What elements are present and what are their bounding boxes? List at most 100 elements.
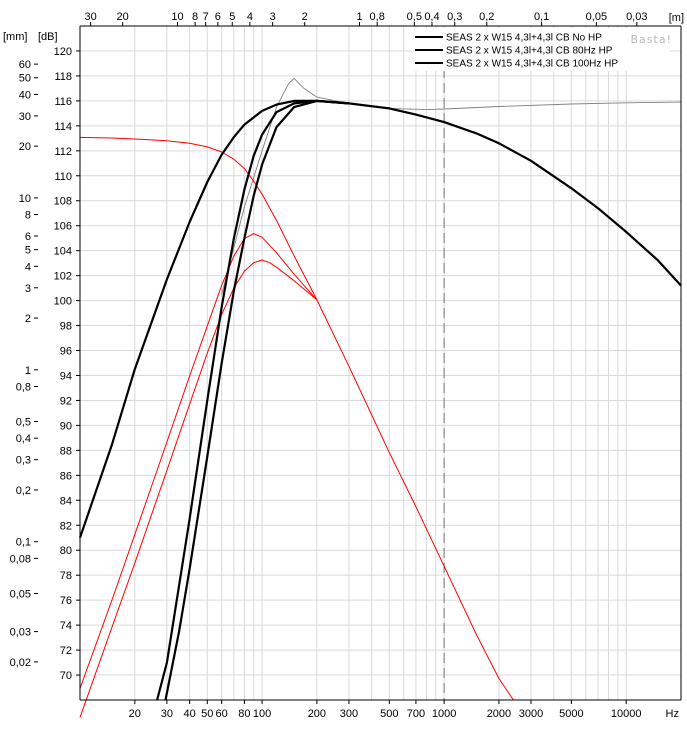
mm-tick-label: 4 [25, 261, 31, 273]
mm-tick-label: 0,05 [10, 588, 31, 600]
mm-tick-label: 3 [25, 283, 31, 295]
db-tick-label: 84 [60, 495, 72, 507]
db-tick-label: 118 [54, 71, 72, 83]
db-tick-label: 94 [60, 370, 72, 382]
db-tick-label: 114 [54, 121, 72, 133]
mm-tick-label: 0,4 [16, 433, 31, 445]
mm-tick-label: 40 [19, 89, 31, 101]
mm-tick-label: 0,08 [10, 553, 31, 565]
db-tick-label: 78 [60, 570, 72, 582]
x-tick-label: 2000 [487, 708, 511, 720]
db-tick-label: 76 [60, 595, 72, 607]
mm-tick-label: 30 [19, 111, 31, 123]
db-tick-label: 86 [60, 470, 72, 482]
x-tick-label: 500 [380, 708, 398, 720]
db-unit-label: [dB] [38, 31, 58, 43]
top-tick-label: 10 [171, 11, 183, 23]
top-tick-label: 8 [192, 11, 198, 23]
top-tick-label: 20 [117, 11, 129, 23]
mm-tick-label: 10 [19, 193, 31, 205]
db-tick-label: 100 [54, 296, 72, 308]
db-tick-label: 96 [60, 346, 72, 358]
legend-entry: SEAS 2 x W15 4,3l+4,3l CB No HP [446, 33, 602, 44]
legend: SEAS 2 x W15 4,3l+4,3l CB No HP SEAS 2 x … [412, 28, 670, 71]
mm-tick-label: 0,02 [10, 657, 31, 669]
x-tick-label: 50 [201, 708, 213, 720]
legend-box [412, 28, 670, 71]
mm-tick-label: 20 [19, 141, 31, 153]
db-tick-label: 102 [54, 271, 72, 283]
db-tick-label: 110 [54, 171, 72, 183]
tick-labels: 20 30 40 50 60 80 100 200 300 500 700 1000 2000 3000 5… [3, 11, 684, 720]
x-tick-label: 300 [340, 708, 358, 720]
x-tick-label: 700 [407, 708, 425, 720]
x-tick-label: 10000 [611, 708, 642, 720]
top-tick-label: 1 [356, 11, 362, 23]
plot-frame [79, 25, 682, 701]
top-tick-label: 4 [247, 11, 253, 23]
db-tick-label: 90 [60, 420, 72, 432]
legend-entry: SEAS 2 x W15 4,3l+4,3l CB 80Hz HP [446, 46, 613, 57]
top-tick-label: 0,1 [534, 11, 549, 23]
db-tick-label: 82 [60, 520, 72, 532]
x-tick-label: 30 [161, 708, 173, 720]
top-tick-label: 0,5 [407, 11, 422, 23]
db-tick-label: 116 [54, 96, 72, 108]
x-tick-label: 60 [216, 708, 228, 720]
mm-tick-label: 8 [25, 210, 31, 222]
grid [79, 26, 682, 700]
mm-tick-label: 0,03 [10, 627, 31, 639]
mm-tick-label: 60 [19, 59, 31, 71]
db-tick-label: 80 [60, 545, 72, 557]
top-tick-label: 0,8 [370, 11, 385, 23]
top-tick-label: 0,05 [586, 11, 607, 23]
x-tick-label: 40 [183, 708, 195, 720]
x-tick-label: 1000 [432, 708, 456, 720]
db-tick-label: 74 [60, 620, 72, 632]
top-tick-label: 0,03 [626, 11, 647, 23]
legend-entry: SEAS 2 x W15 4,3l+4,3l CB 100Hz HP [446, 59, 618, 70]
db-tick-label: 70 [60, 670, 72, 682]
db-tick-label: 92 [60, 395, 72, 407]
db-tick-label: 120 [54, 46, 72, 58]
x-tick-label: 100 [253, 708, 271, 720]
x-tick-label: 200 [308, 708, 326, 720]
top-tick-label: 0,2 [479, 11, 494, 23]
x-tick-label: 80 [238, 708, 250, 720]
x-tick-label: 3000 [519, 708, 543, 720]
top-tick-label: 2 [302, 11, 308, 23]
top-tick-label: 7 [203, 11, 209, 23]
watermark: Basta! [631, 33, 672, 46]
mm-tick-label: 5 [25, 245, 31, 257]
x-unit-label: Hz [666, 708, 679, 720]
mm-tick-label: 0,3 [16, 455, 31, 467]
mm-tick-label: 0,8 [16, 381, 31, 393]
curves [78, 77, 682, 718]
spl-curve [164, 99, 349, 701]
top-unit-label: [m] [669, 12, 684, 24]
mm-tick-label: 2 [25, 313, 31, 325]
spl-curve [156, 99, 349, 701]
mm-tick-label: 6 [25, 231, 31, 243]
excursion-curve [79, 136, 514, 701]
top-tick-label: 5 [229, 11, 235, 23]
mm-tick-label: 0,5 [16, 417, 31, 429]
top-tick-label: 0,3 [447, 11, 462, 23]
db-tick-label: 104 [54, 246, 72, 258]
db-tick-label: 98 [60, 321, 72, 333]
mm-tick-label: 50 [19, 73, 31, 85]
mm-tick-label: 0,2 [16, 485, 31, 497]
top-tick-label: 3 [270, 11, 276, 23]
x-tick-label: 20 [129, 708, 141, 720]
reference-spl-curve [221, 77, 682, 295]
top-tick-label: 30 [84, 11, 96, 23]
db-tick-label: 88 [60, 445, 72, 457]
db-tick-label: 72 [60, 645, 72, 657]
top-tick-label: 6 [215, 11, 221, 23]
mm-unit-label: [mm] [3, 31, 27, 43]
mm-tick-label: 0,1 [16, 537, 31, 549]
db-tick-label: 108 [54, 196, 72, 208]
mm-tick-label: 1 [25, 365, 31, 377]
